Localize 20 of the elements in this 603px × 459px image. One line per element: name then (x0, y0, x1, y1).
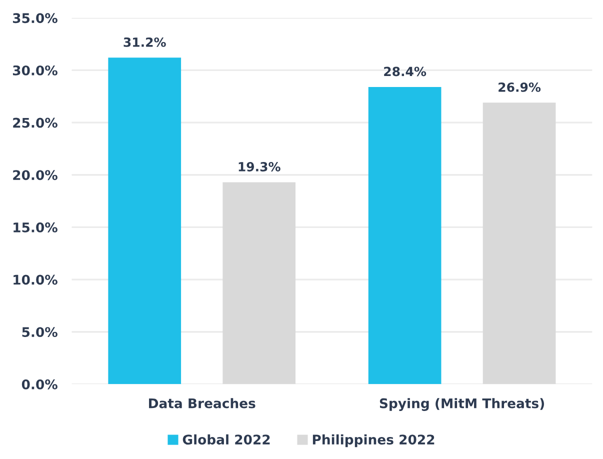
y-tick-label: 5.0% (22, 327, 58, 338)
y-tick-label: 35.0% (12, 13, 58, 24)
y-tick-label: 15.0% (14, 222, 58, 232)
data-label: 31.2% (124, 37, 166, 47)
bar (368, 86, 442, 384)
data-label: 28.4% (384, 66, 426, 76)
bar (222, 182, 296, 384)
y-tick-label: 0.0% (22, 379, 58, 390)
y-tick-label: 20.0% (13, 170, 58, 180)
x-tick-label: Data Breaches (149, 398, 256, 408)
legend-label: Philippines 2022 (312, 434, 434, 448)
y-tick-label: 10.0% (14, 274, 58, 285)
data-label: 26.9% (498, 82, 541, 92)
data-label: 19.3% (238, 162, 280, 172)
bar (108, 58, 182, 384)
y-tick-label: 30.0% (12, 65, 58, 76)
bar (482, 102, 556, 384)
legend-label: Global 2022 (182, 434, 270, 445)
y-tick-label: 25.0% (13, 118, 58, 128)
x-tick-label: Spying (MitM Threats) (380, 398, 544, 411)
